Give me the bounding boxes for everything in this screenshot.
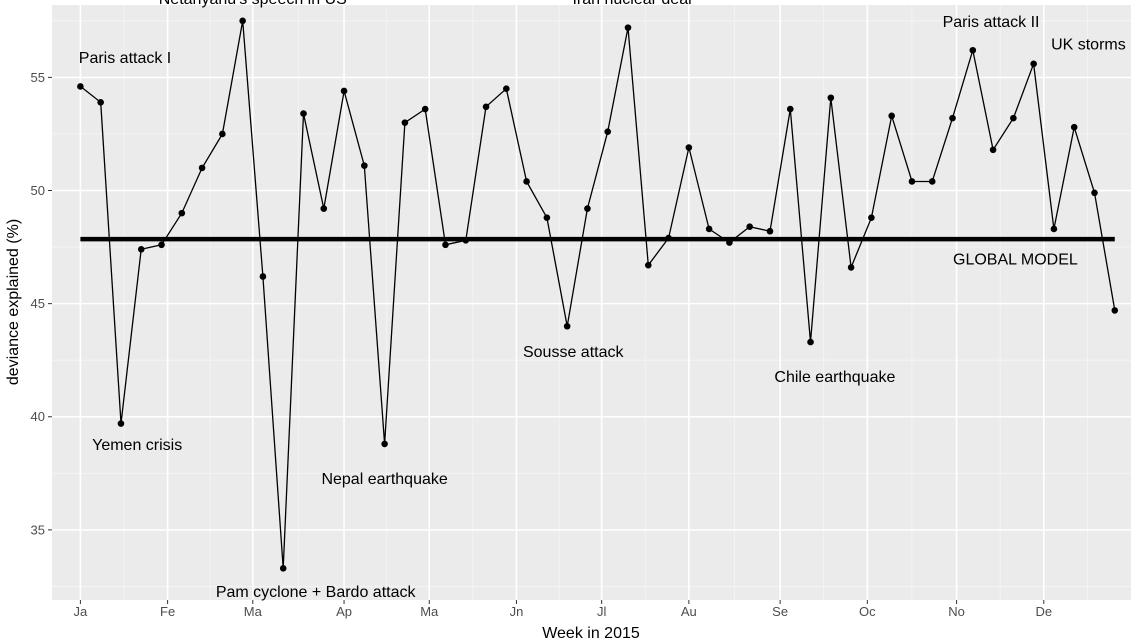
data-point [624, 24, 632, 31]
data-point [604, 128, 612, 135]
annotation-label: UK storms [1051, 36, 1126, 53]
data-point [239, 17, 246, 25]
x-tick-label: Se [772, 604, 788, 619]
data-point [137, 246, 145, 253]
data-point [1030, 60, 1037, 68]
data-point [766, 227, 774, 235]
x-tick-label: Oc [859, 604, 876, 619]
data-point [503, 85, 510, 93]
data-point [705, 225, 713, 233]
data-point [807, 338, 814, 346]
data-point [868, 214, 875, 221]
x-tick-label: Jn [510, 604, 524, 619]
data-point [300, 110, 307, 117]
annotation-layer: Paris attack I Yemen crisis Netanyahu's sp… [79, 0, 1126, 601]
data-point [888, 112, 895, 120]
data-point [989, 146, 997, 154]
data-point [969, 46, 977, 54]
annotation-label: Chile earthquake [774, 369, 895, 386]
data-point [442, 241, 449, 249]
y-tick-label: 40 [31, 409, 45, 424]
data-point [908, 178, 916, 185]
data-point [219, 130, 226, 138]
data-point [1111, 307, 1119, 314]
data-point [77, 83, 84, 90]
data-point [685, 144, 693, 151]
y-tick-label: 45 [31, 296, 45, 311]
data-point [117, 420, 125, 427]
x-tick-label: Ap [336, 604, 352, 619]
annotation-label: Sousse attack [523, 344, 625, 361]
data-point [361, 162, 368, 169]
annotation-label: GLOBAL MODEL [953, 251, 1078, 268]
data-point [543, 214, 551, 221]
data-point [644, 261, 652, 269]
data-point [462, 236, 470, 244]
data-point [158, 241, 165, 249]
data-point [949, 114, 956, 122]
annotation-label: Pam cyclone + Bardo attack [216, 584, 417, 601]
data-point [786, 105, 794, 113]
major-gridlines [52, 5, 1131, 600]
x-tick-label: Au [681, 604, 697, 619]
annotation-label: Netanyahu's speech in US [159, 0, 347, 8]
data-point [178, 209, 186, 217]
annotation-label: Nepal earthquake [321, 471, 447, 488]
series-layer [77, 17, 1119, 572]
x-tick-label: Ma [420, 604, 439, 619]
y-tick-label: 55 [31, 70, 45, 85]
data-point [847, 264, 855, 271]
x-axis-ticks: Ja Fe Ma Ap Ma Jn Jl Au Se Oc No De [74, 600, 1052, 619]
data-point [665, 234, 672, 242]
series-line [79, 20, 1116, 569]
annotation-label: Paris attack I [79, 50, 171, 67]
data-point [482, 103, 490, 111]
data-point [340, 87, 348, 95]
data-point [523, 178, 530, 185]
x-tick-label: Jl [597, 604, 607, 619]
x-tick-label: Ma [244, 604, 263, 619]
data-point [198, 164, 206, 172]
data-point [97, 98, 104, 106]
data-point [584, 205, 591, 212]
data-point [746, 223, 753, 231]
data-point [421, 105, 429, 113]
data-point [1010, 114, 1017, 122]
x-tick-label: De [1035, 604, 1052, 619]
data-point [259, 273, 267, 280]
data-point [563, 322, 571, 330]
y-tick-label: 50 [31, 183, 45, 198]
data-point [1050, 225, 1058, 233]
data-point [1091, 189, 1098, 197]
plot-panel [52, 5, 1131, 600]
x-tick-label: Fe [160, 604, 175, 619]
data-point [381, 440, 388, 448]
data-point [320, 205, 328, 212]
y-tick-label: 35 [31, 522, 45, 537]
data-point [928, 178, 936, 185]
data-point [279, 565, 287, 572]
annotation-label: Yemen crisis [92, 437, 182, 454]
x-tick-label: No [948, 604, 965, 619]
annotation-label: Iran nuclear deal [572, 0, 691, 8]
data-point [726, 239, 733, 246]
x-axis-title: Week in 2015 [542, 625, 640, 641]
data-point [827, 94, 835, 102]
y-axis-ticks: 35 40 45 50 55 [31, 70, 52, 537]
y-axis-title: deviance explained (%) [5, 219, 22, 385]
x-tick-label: Ja [74, 604, 89, 619]
data-point [1070, 123, 1078, 131]
minor-gridlines [52, 5, 1131, 600]
annotation-label: Paris attack II [943, 14, 1040, 31]
data-point [401, 119, 409, 126]
